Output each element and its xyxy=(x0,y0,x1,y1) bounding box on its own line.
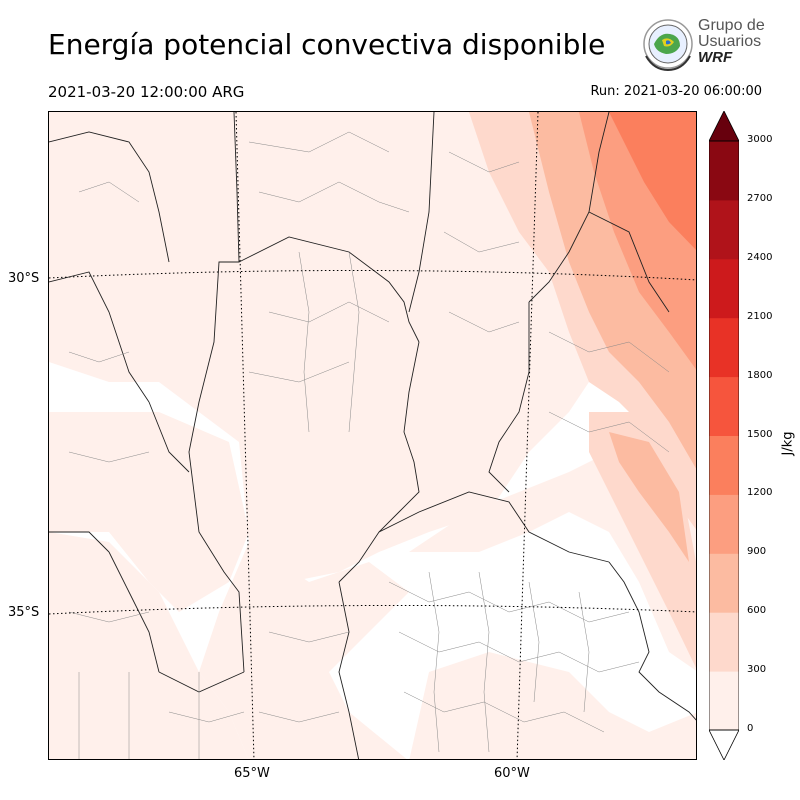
colorbar-tick-label: 2400 xyxy=(747,251,773,263)
logo-line-3: WRF xyxy=(698,49,733,66)
colorbar-tick-label: 3000 xyxy=(747,134,773,145)
colorbar-tick-label: 1800 xyxy=(747,369,773,381)
colorbar-outline xyxy=(709,140,739,731)
colorbar-unit-label: J/kg xyxy=(780,431,796,456)
colorbar-bin xyxy=(709,199,739,260)
colorbar-bin xyxy=(709,141,739,201)
colorbar-tick-label: 0 xyxy=(747,723,754,734)
lon-label-60w: 60°W xyxy=(494,766,530,781)
cape-shading-1200 xyxy=(609,112,696,250)
colorbar-tick-label: 900 xyxy=(747,546,767,558)
cape-map xyxy=(49,112,696,759)
colorbar-tick-label: 1500 xyxy=(747,428,773,440)
colorbar-bin xyxy=(709,317,739,378)
valid-time: 2021-03-20 12:00:00 ARG xyxy=(48,83,245,101)
colorbar-bin xyxy=(709,671,739,731)
page-title: Energía potencial convectiva disponible xyxy=(48,28,606,61)
logo-line-1: Grupo de xyxy=(698,17,765,34)
colorbar-bin xyxy=(709,376,739,436)
colorbar-min-extend xyxy=(709,729,739,760)
colorbar xyxy=(709,111,739,760)
wrf-logo: Grupo de Usuarios WRF xyxy=(640,16,770,72)
province-borders xyxy=(49,112,670,759)
lon-label-65w: 65°W xyxy=(234,766,270,781)
colorbar-tick-label: 2100 xyxy=(747,310,773,322)
colorbar-tick-label: 2700 xyxy=(747,192,773,204)
globe-emblem-icon xyxy=(643,19,693,72)
lat-label-30s: 30°S xyxy=(8,271,40,286)
colorbar-bin xyxy=(709,612,739,672)
colorbar-tick-label: 600 xyxy=(747,605,767,617)
cape-shading xyxy=(49,112,696,759)
colorbar-bin xyxy=(709,435,739,495)
coastline xyxy=(608,561,696,721)
colorbar-tick-label: 300 xyxy=(747,664,767,676)
colorbar-bin xyxy=(709,258,739,319)
colorbar-max-extend xyxy=(709,111,739,142)
department-borders xyxy=(68,131,670,759)
colorbar-bin xyxy=(709,494,739,554)
colorbar-tick-label: 1200 xyxy=(747,487,773,499)
colorbar-bin xyxy=(709,553,739,613)
lat-label-35s: 35°S xyxy=(8,605,40,620)
graticule xyxy=(49,112,696,759)
map-panel[interactable] xyxy=(48,111,697,760)
run-time: Run: 2021-03-20 06:00:00 xyxy=(590,84,762,99)
logo-line-2: Usuarios xyxy=(698,33,762,50)
